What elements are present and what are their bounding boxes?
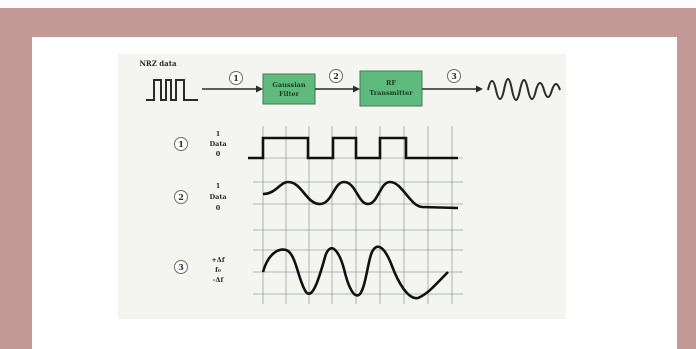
- rf-transmitter-block: RF Transmitter: [359, 70, 423, 107]
- plot-2-marker-circle: [174, 190, 188, 204]
- plot-2-filtered-waveform: [262, 180, 459, 210]
- transmitter-label-line2: Transmitter: [369, 89, 413, 97]
- plot-3-bottom-label: -Δf: [213, 276, 225, 284]
- plot-1-marker: 1: [178, 139, 184, 149]
- filter-label-line1: Gaussian: [272, 81, 305, 89]
- marker-3-top: 3: [447, 69, 461, 83]
- arrowhead-to-filter: [256, 85, 263, 93]
- plot-2-top-label: 1: [216, 182, 221, 190]
- plot-1-nrz-waveform: [248, 136, 458, 160]
- plot-3-mid-label: f₀: [215, 266, 221, 274]
- arrowhead-to-transmitter: [353, 85, 360, 93]
- plot-2-labels: 2 1 Data 0: [174, 182, 227, 212]
- plot-2-marker: 2: [178, 192, 184, 202]
- plot-3-marker-circle: [174, 260, 188, 274]
- plot-3-rf-waveform: [261, 245, 449, 300]
- plot-1-top-label: 1: [216, 130, 221, 138]
- gmsk-block-diagram-figure: NRZ data 1 Gaussian Filter 2 RF Transmit…: [118, 54, 566, 319]
- plot-1-marker-circle: [174, 137, 188, 151]
- nrz-input-label: NRZ data: [140, 59, 177, 68]
- plot-1-labels: 1 1 Data 0: [174, 130, 227, 158]
- timing-grid: [253, 126, 463, 304]
- transmitter-label-line1: RF: [386, 79, 396, 87]
- filter-label-line2: Filter: [279, 90, 300, 98]
- plot-3-labels: 3 +Δf f₀ -Δf: [174, 256, 226, 284]
- gaussian-filter-block: Gaussian Filter: [262, 73, 316, 105]
- rf-output-waveform: [487, 78, 561, 101]
- marker-2-top-label: 2: [333, 71, 339, 81]
- marker-3-top-label: 3: [451, 71, 457, 81]
- plot-3-marker: 3: [178, 262, 184, 272]
- plot-3-top-label: +Δf: [211, 256, 225, 264]
- frame-top-strip: [0, 0, 696, 8]
- nrz-input-waveform: [146, 79, 198, 101]
- plot-1-bottom-label: 0: [216, 150, 221, 158]
- plot-1-mid-label: Data: [209, 140, 227, 148]
- diagram-svg: NRZ data 1 Gaussian Filter 2 RF Transmit…: [140, 59, 561, 304]
- marker-1-top-label: 1: [233, 73, 239, 83]
- marker-2-top: 2: [329, 69, 343, 83]
- marker-1-top: 1: [229, 71, 243, 85]
- plot-2-mid-label: Data: [209, 193, 227, 201]
- plot-2-bottom-label: 0: [216, 204, 221, 212]
- arrowhead-to-output: [476, 85, 483, 93]
